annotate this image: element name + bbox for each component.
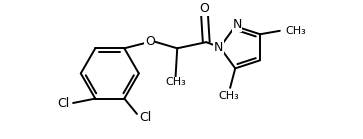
Text: CH₃: CH₃: [286, 26, 306, 36]
Text: CH₃: CH₃: [218, 91, 239, 101]
Text: CH₃: CH₃: [165, 77, 186, 87]
Text: Cl: Cl: [57, 97, 70, 110]
Text: N: N: [213, 41, 223, 54]
Text: O: O: [200, 2, 209, 15]
Text: Cl: Cl: [140, 111, 152, 124]
Text: O: O: [145, 35, 155, 48]
Text: N: N: [232, 18, 242, 31]
